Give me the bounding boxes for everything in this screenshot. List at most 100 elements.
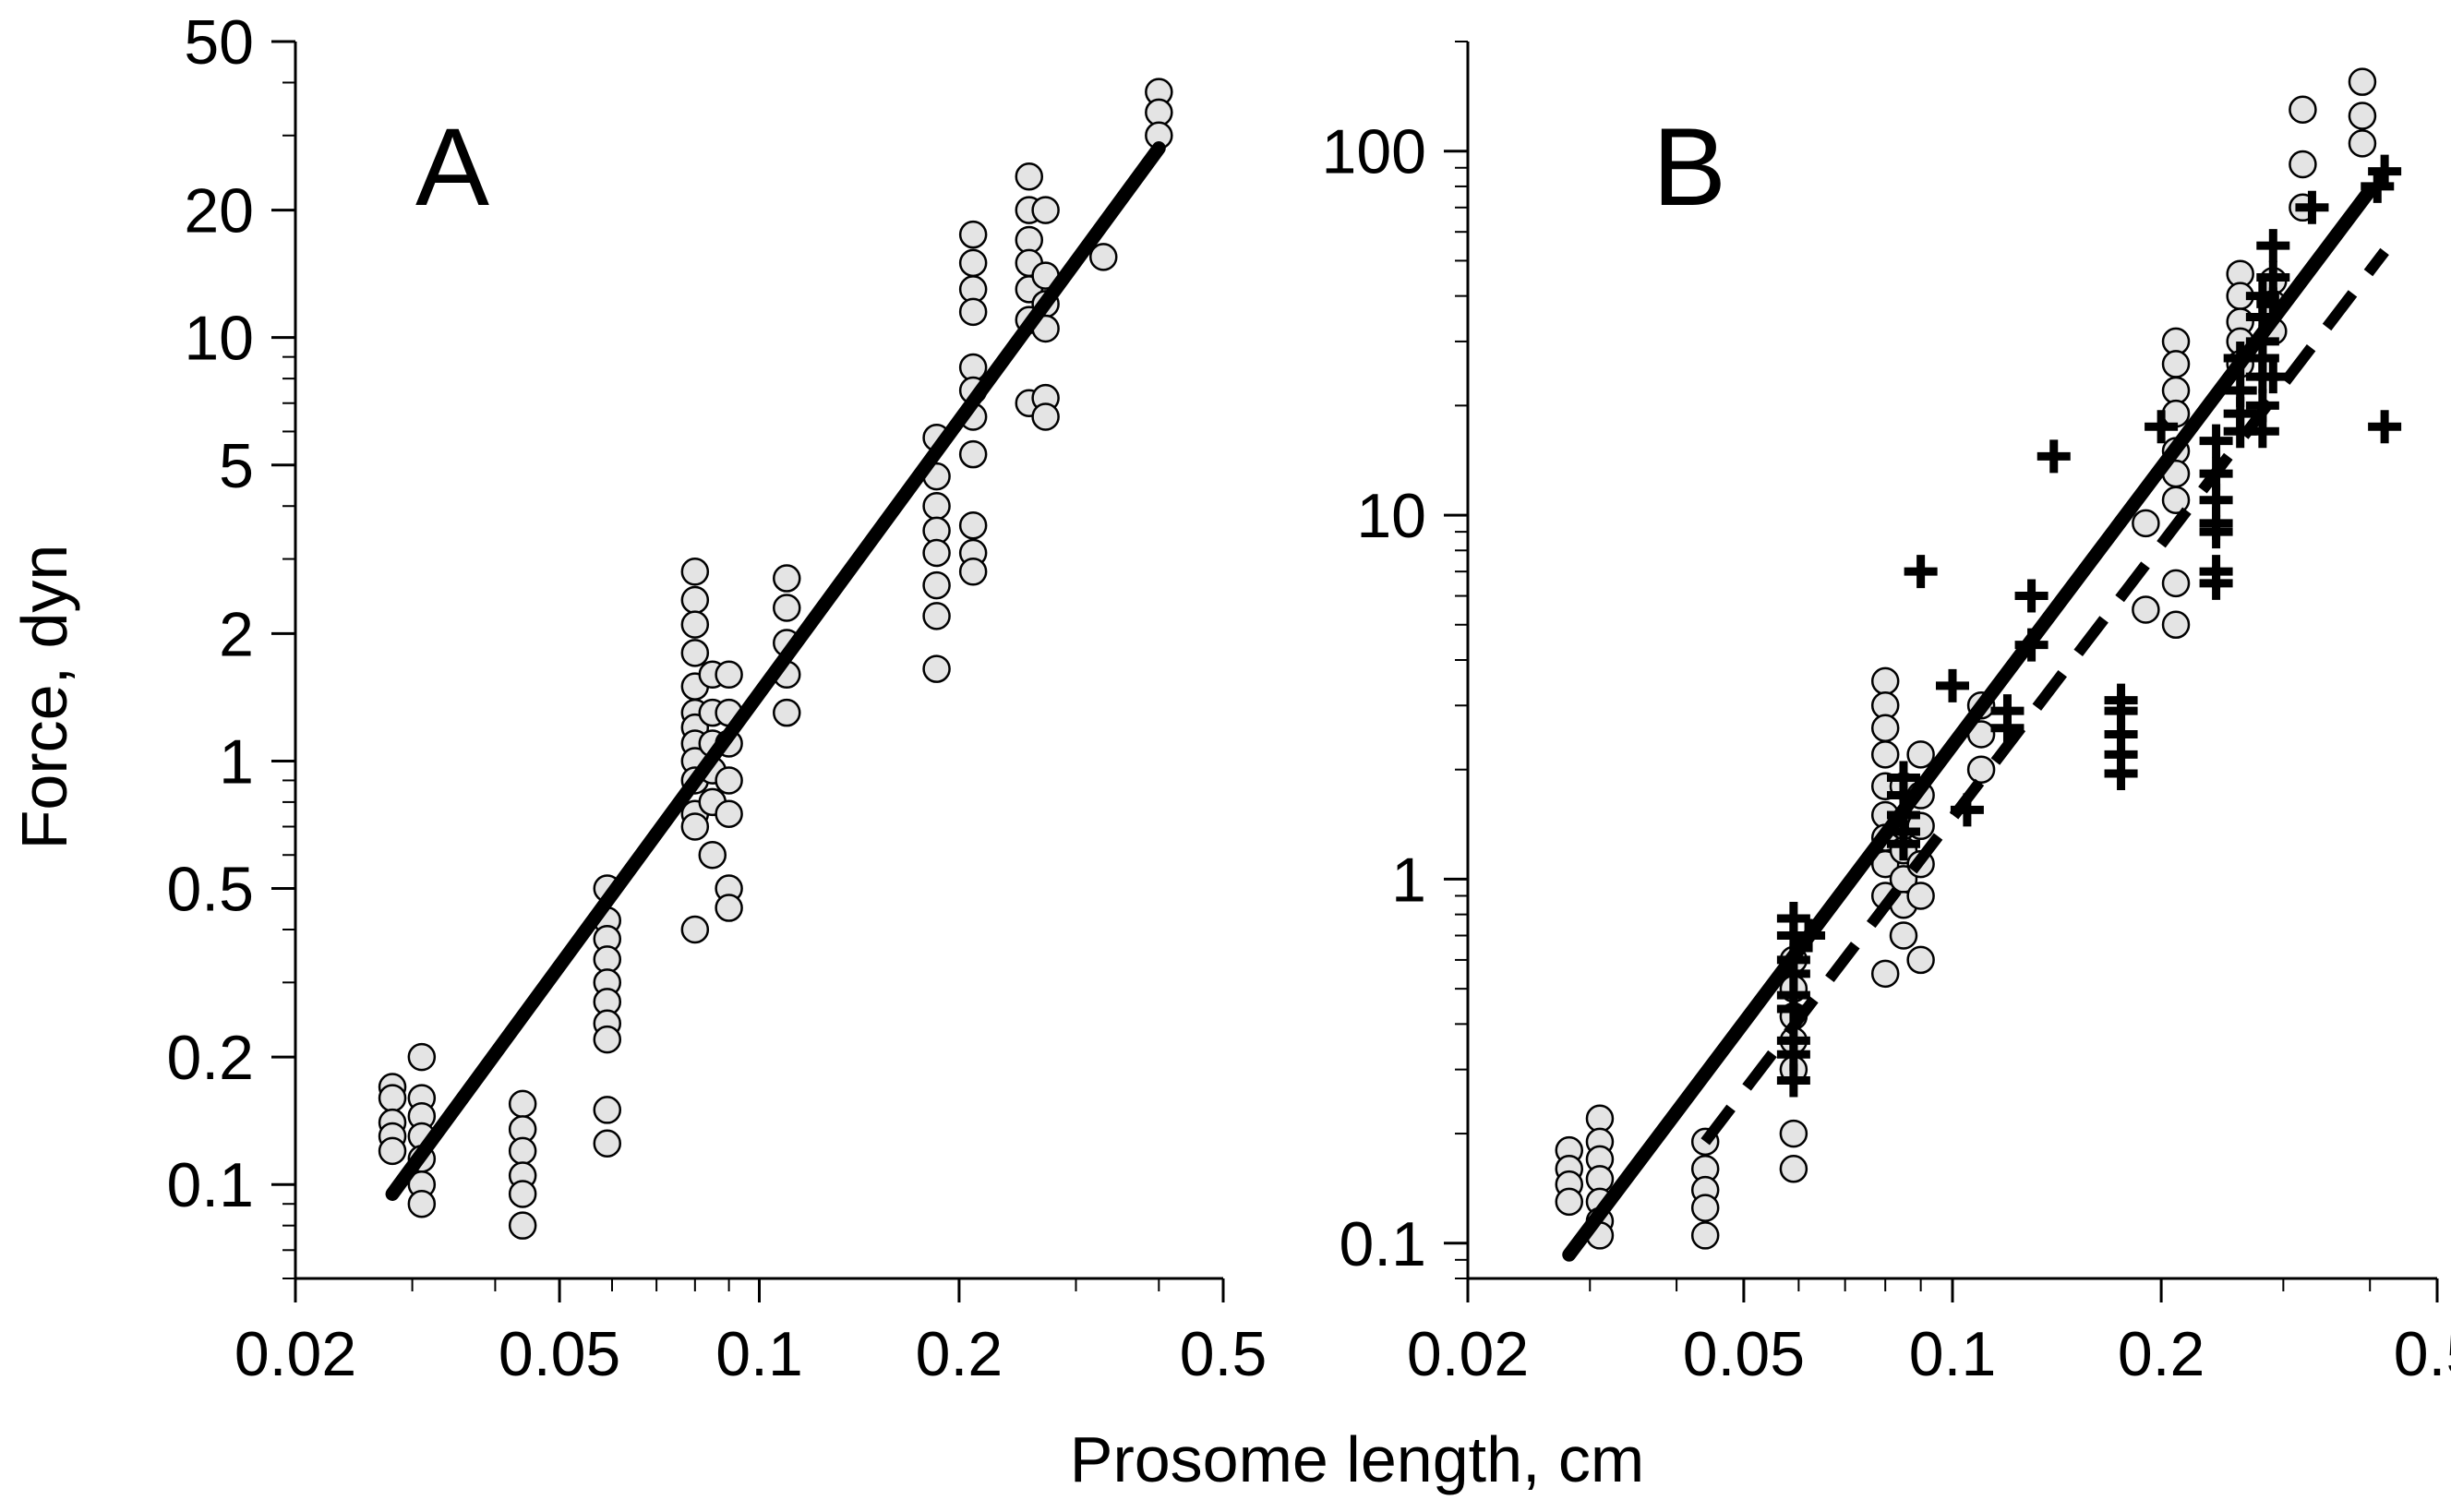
- data-point-circle: [715, 799, 743, 829]
- x-tick-label: 0.02: [234, 1319, 356, 1389]
- data-point-cross: [2295, 190, 2329, 224]
- data-point-circle: [958, 439, 988, 469]
- data-point-circle: [2132, 595, 2160, 624]
- x-tick-label: 0.2: [2118, 1319, 2205, 1389]
- y-tick-label: 1: [219, 726, 254, 797]
- x-tick-label: 0.5: [2394, 1319, 2451, 1389]
- data-point-circle: [2289, 150, 2317, 179]
- y-tick-label: 100: [1322, 117, 1426, 187]
- data-point-circle: [1870, 740, 1900, 769]
- data-point-circle: [680, 585, 710, 615]
- x-tick-label: 0.1: [1909, 1319, 1997, 1389]
- x-tick-label: 0.05: [1683, 1319, 1805, 1389]
- data-point-circle: [1779, 1155, 1808, 1183]
- data-point-circle: [1031, 402, 1060, 431]
- data-point-circle: [1585, 1104, 1615, 1133]
- data-point-circle: [2161, 569, 2191, 598]
- data-point-circle: [2161, 610, 2191, 640]
- data-point-circle: [407, 1042, 437, 1072]
- data-point-circle: [922, 602, 951, 630]
- data-point-circle: [1089, 243, 1118, 271]
- data-point-circle: [958, 220, 988, 249]
- data-point-circle: [2161, 350, 2191, 378]
- y-tick-label: 0.2: [166, 1023, 254, 1093]
- data-point-cross: [1886, 827, 1920, 861]
- data-point-circle: [2348, 129, 2377, 158]
- data-point-circle: [922, 570, 951, 600]
- data-point-cross: [2199, 566, 2233, 600]
- data-point-cross: [2014, 579, 2049, 613]
- data-point-circle: [773, 564, 801, 593]
- data-point-circle: [715, 894, 743, 922]
- data-point-cross: [1936, 668, 1969, 702]
- data-point-cross: [2199, 424, 2233, 458]
- x-tick-label: 0.1: [715, 1319, 803, 1389]
- data-point-circle: [680, 558, 710, 586]
- data-point-circle: [1031, 196, 1060, 224]
- y-axis-title: Force, dyn: [8, 545, 80, 850]
- data-point-circle: [680, 639, 710, 667]
- y-tick-label: 10: [1356, 481, 1426, 551]
- data-point-circle: [508, 1180, 537, 1208]
- data-point-circle: [958, 248, 988, 278]
- data-point-circle: [1889, 921, 1918, 950]
- data-point-circle: [1906, 882, 1935, 910]
- panel-b-label: B: [1652, 105, 1726, 229]
- data-point-circle: [1015, 162, 1044, 191]
- data-point-circle: [958, 558, 988, 586]
- data-point-circle: [2161, 376, 2191, 405]
- y-tick-label: 5: [219, 431, 254, 501]
- data-point-circle: [773, 698, 801, 727]
- data-point-circle: [922, 538, 951, 568]
- data-point-circle: [1870, 959, 1900, 989]
- data-point-cross: [2036, 439, 2071, 474]
- data-point-circle: [593, 1025, 622, 1054]
- y-tick-label: 20: [184, 176, 254, 246]
- data-point-circle: [1779, 1119, 1808, 1148]
- data-point-circle: [922, 654, 951, 683]
- data-point-circle: [593, 1096, 622, 1124]
- data-point-circle: [1690, 1194, 1720, 1222]
- data-point-circle: [715, 660, 743, 690]
- data-point-circle: [2348, 67, 2377, 96]
- data-point-circle: [508, 1136, 537, 1166]
- panel-a: 0.02 0.05 0.1 0.2 0.5 0.1 0.2 0.5 1 2 5 10 20 50: [166, 7, 1267, 1389]
- data-point-circle: [1870, 714, 1900, 743]
- data-point-circle: [508, 1211, 537, 1240]
- data-point-circle: [2132, 509, 2160, 538]
- x-tick-label: 0.2: [916, 1319, 1003, 1389]
- data-point-circle: [715, 766, 743, 795]
- y-tick-label: 0.1: [166, 1150, 254, 1220]
- x-tick-label: 0.5: [1180, 1319, 1268, 1389]
- fit-line-dashed: [1700, 247, 2389, 1146]
- data-point-circle: [680, 610, 710, 639]
- data-point-cross: [2368, 154, 2402, 188]
- data-point-circle: [1555, 1187, 1584, 1217]
- data-point-circle: [1906, 945, 1935, 975]
- y-tick-label: 1: [1391, 845, 1426, 915]
- data-point-circle: [2289, 95, 2317, 125]
- panel-a-label: A: [415, 105, 489, 229]
- data-point-cross: [2199, 515, 2233, 549]
- data-point-circle: [1906, 740, 1935, 769]
- data-point-circle: [1690, 1221, 1720, 1250]
- y-tick-label: 50: [184, 7, 254, 78]
- data-point-circle: [407, 1189, 437, 1218]
- data-point-circle: [378, 1136, 407, 1166]
- y-tick-label: 10: [184, 304, 254, 374]
- x-axis-title: Prosome length, cm: [1070, 1423, 1644, 1495]
- data-point-circle: [593, 1129, 622, 1158]
- data-point-cross: [1776, 1063, 1810, 1098]
- fit-line-solid: [385, 141, 1166, 1201]
- y-tick-label: 2: [219, 599, 254, 669]
- data-point-circle: [680, 812, 710, 841]
- data-point-circle: [2348, 102, 2377, 130]
- data-point-circle: [680, 915, 710, 944]
- fit-line-solid: [1562, 183, 2377, 1262]
- data-point-cross: [2256, 229, 2290, 263]
- x-tick-label: 0.05: [499, 1319, 620, 1389]
- x-tick-label: 0.02: [1407, 1319, 1529, 1389]
- data-point-cross: [2368, 410, 2402, 444]
- data-point-circle: [2161, 486, 2191, 514]
